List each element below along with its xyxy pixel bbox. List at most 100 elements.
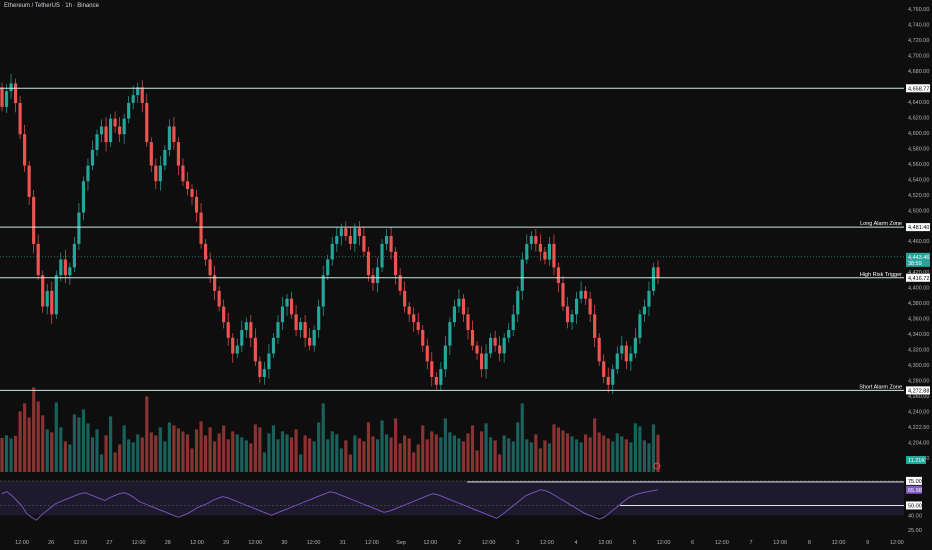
candle-body [158,165,162,182]
countdown-label: 38:59 [908,261,922,267]
candle-body [95,134,99,150]
volume-bar [656,434,660,472]
candle-body [479,353,484,370]
candle-body [99,126,104,135]
volume-bar [235,434,239,472]
volume-bar [330,431,334,472]
volume-bar [285,434,289,472]
level-name: Long Alarm Zone [860,221,902,227]
volume-bar [380,420,384,472]
volume-bar [394,418,398,472]
candle-body [602,361,606,377]
volume-bar [335,434,339,472]
volume-bar [606,438,610,472]
candle-body [475,345,479,354]
price-axis-tick: 4,320.00 [908,348,929,354]
candle-body [534,236,538,244]
time-axis-tick: 12:00 [773,540,787,546]
candle-body [498,345,502,354]
volume-bar [276,439,280,472]
candle-body [412,314,416,323]
volume-bar [267,433,271,472]
volume-bar [470,425,475,472]
candle-body [574,298,579,315]
candle-body [86,165,90,182]
candle-body [276,322,280,338]
volume-bar [4,435,9,472]
candle-body [502,337,506,354]
candle-body [190,189,194,197]
price-axis-tick: 4,360.00 [908,317,929,323]
volume-bar [366,422,371,472]
candle-body [54,275,58,315]
level-name: Short Alarm Zone [859,384,902,390]
volume-bar [412,452,416,472]
time-axis-tick: 12:00 [73,540,87,546]
time-axis-tick: 12:00 [190,540,204,546]
candle-body [294,314,298,330]
volume-bar [434,434,438,472]
volume-bar [317,422,321,472]
volume-bar [362,441,366,472]
volume-bar [620,436,624,472]
candle-body [375,267,380,284]
price-axis-tick: 4,700.00 [908,53,929,59]
volume-bar [59,427,63,472]
time-axis-tick: 8 [808,540,811,546]
current-price-badge [906,252,930,267]
candle-body [606,376,610,385]
price-axis-tick: 4,280.00 [908,379,929,385]
time-axis-tick: 12:00 [132,540,146,546]
price-axis-tick: 4,680.00 [908,69,929,75]
volume-bar [584,434,588,472]
candle-body [145,102,149,143]
candle-body [240,329,244,346]
candle-body [68,267,72,276]
time-axis-tick: 12:00 [657,540,671,546]
volume-bar [574,439,579,472]
price-axis-tick: 4,260.00 [908,394,929,400]
candle-body [647,290,651,307]
volume-bar [99,454,104,472]
volume-bar [493,440,497,472]
candle-body [127,102,131,119]
volume-bar [570,436,574,472]
volume-bar [466,433,470,472]
candle-body [185,181,190,190]
time-axis-tick: 12:00 [248,540,262,546]
price-axis-tick: 4,520.00 [908,193,929,199]
volume-bar [213,441,217,472]
candle-body [81,181,86,213]
candle-body [13,83,18,103]
volume-bar [149,432,153,472]
candle-body [50,290,54,315]
candle-body [59,259,63,276]
volume-bar [375,439,380,472]
candle-body [520,259,524,291]
time-axis-tick: 12:00 [832,540,846,546]
price-axis-tick: 4,300.00 [908,363,929,369]
volume-bar [185,434,190,472]
volume-bar [638,426,642,472]
volume-bar [593,418,597,472]
rsi-axis-tick: 40.00 [908,513,922,519]
volume-bar [624,439,628,472]
candle-body [244,322,248,330]
price-axis-tick: 4,204.00 [908,441,929,447]
rsi-current-badge [906,485,922,494]
candle-body [9,83,13,92]
volume-bar [231,431,235,472]
time-axis-tick: 3 [516,540,519,546]
volume-bar [145,396,149,472]
candle-body [222,306,226,323]
candle-body [167,126,171,150]
time-axis-tick: 12:00 [715,540,729,546]
volume-bar [344,440,348,472]
volume-bar [547,443,552,472]
candle-body [262,369,266,377]
volume-bar [158,427,162,472]
candle-body [398,275,402,291]
volume-bar [479,431,484,472]
candle-body [552,243,556,268]
